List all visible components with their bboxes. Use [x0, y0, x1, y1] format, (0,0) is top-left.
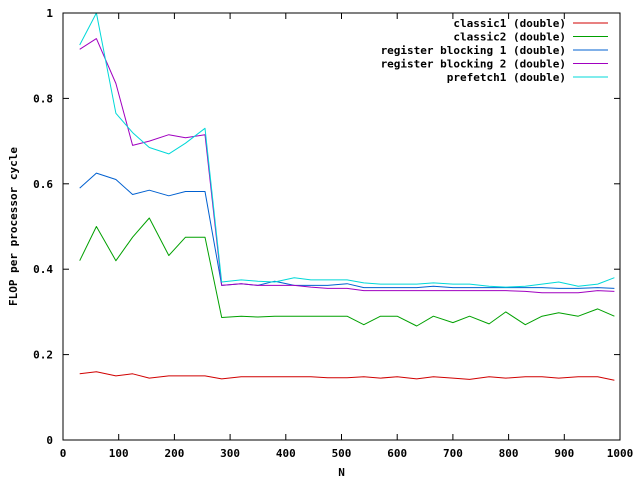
y-axis-label: FLOP per processor cycle — [7, 147, 20, 306]
legend-label: register blocking 2 (double) — [381, 58, 566, 71]
x-tick-label: 800 — [499, 447, 519, 460]
series-line — [79, 38, 615, 294]
y-tick-label: 1 — [46, 7, 53, 20]
x-tick-label: 600 — [387, 447, 407, 460]
x-tick-label: 0 — [60, 447, 67, 460]
x-tick-label: 900 — [554, 447, 574, 460]
y-tick-label: 0.8 — [33, 92, 53, 105]
y-tick-label: 0.4 — [33, 263, 53, 276]
ticks-layer: 0 100 200 300 400 500 600 700 800 900 1000 0 0.2 0.4 0… — [33, 7, 633, 460]
x-tick-label: 400 — [276, 447, 296, 460]
x-tick-label: 300 — [220, 447, 240, 460]
x-tick-label: 100 — [109, 447, 129, 460]
legend-label: classic2 (double) — [453, 31, 566, 44]
y-tick-label: 0 — [46, 434, 53, 447]
x-tick-label: 1000 — [607, 447, 634, 460]
x-tick-label: 200 — [164, 447, 184, 460]
legend: classic1 (double)classic2 (double)regist… — [381, 17, 608, 84]
series-layer — [79, 12, 615, 381]
series-line — [79, 217, 615, 327]
y-tick-label: 0.2 — [33, 349, 53, 362]
legend-label: classic1 (double) — [453, 17, 566, 30]
series-line — [79, 371, 615, 381]
series-line — [79, 172, 615, 289]
x-tick-label: 500 — [332, 447, 352, 460]
legend-label: register blocking 1 (double) — [381, 44, 566, 57]
legend-label: prefetch1 (double) — [447, 71, 566, 84]
y-tick-label: 0.6 — [33, 178, 53, 191]
series-line — [79, 12, 615, 288]
x-tick-label: 700 — [443, 447, 463, 460]
x-axis-label: N — [338, 466, 345, 479]
